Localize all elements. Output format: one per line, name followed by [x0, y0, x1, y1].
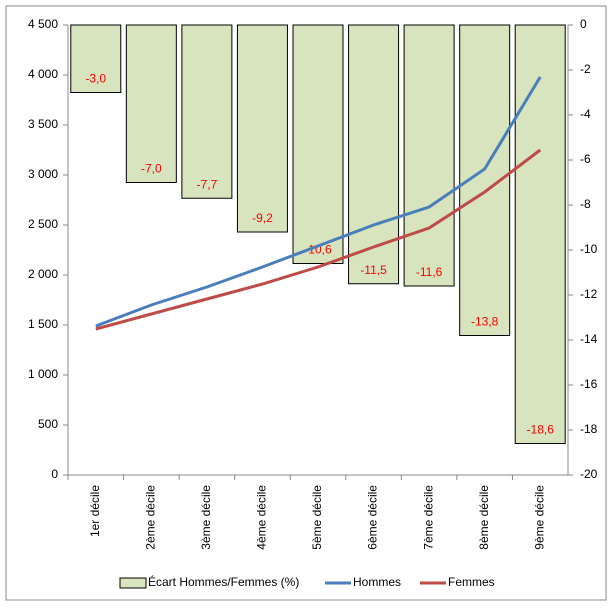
line-series	[95, 76, 542, 328]
x-tick-label: 9ème décile	[532, 485, 546, 550]
y2-tick-label: -14	[580, 332, 598, 346]
y-tick-label: 0	[51, 467, 58, 481]
y2-tick-label: -6	[580, 152, 591, 166]
y2-tick-label: -10	[580, 242, 598, 256]
bar	[403, 24, 455, 287]
legend-label: Femmes	[448, 575, 495, 589]
bar-value-label: -11,6	[416, 265, 443, 279]
bar	[514, 24, 566, 444]
x-tick-label: 8ème décile	[477, 485, 491, 550]
x-tick-label: 3ème décile	[199, 485, 213, 550]
y2-tick-label: -2	[580, 62, 591, 76]
bar	[70, 24, 122, 93]
y2-tick-label: -20	[580, 467, 598, 481]
bar-value-label: -13,8	[471, 315, 499, 329]
y-tick-label: 4 000	[28, 67, 58, 81]
y-tick-label: 2 500	[28, 217, 58, 231]
y2-tick-label: -12	[580, 287, 598, 301]
y-tick-label: 3 000	[28, 167, 58, 181]
bar-value-label: -11,5	[360, 263, 387, 277]
y2-tick-label: -8	[580, 197, 591, 211]
bar	[125, 24, 177, 183]
bar-value-label: -7,0	[141, 162, 162, 176]
y-tick-label: 1 000	[28, 367, 58, 381]
legend-swatch	[119, 577, 147, 589]
bar	[292, 24, 344, 264]
y-tick-label: 500	[38, 417, 58, 431]
y-tick-label: 2 000	[28, 267, 58, 281]
x-tick-label: 4ème décile	[255, 485, 269, 550]
legend-label: Hommes	[353, 575, 401, 589]
y-tick-label: 1 500	[28, 317, 58, 331]
bar	[348, 24, 400, 285]
bar-value-label: -10,6	[304, 243, 332, 257]
x-tick-label: 1er décile	[88, 485, 102, 537]
y-tick-label: 3 500	[28, 117, 58, 131]
y2-tick-label: -16	[580, 377, 598, 391]
bar	[181, 24, 233, 199]
x-tick-label: 5ème décile	[310, 485, 324, 550]
bar-value-label: -3,0	[85, 72, 106, 86]
y-tick-label: 4 500	[28, 17, 58, 31]
bar-value-label: -9,2	[252, 211, 273, 225]
y2-tick-label: -4	[580, 107, 591, 121]
legend-label: Écart Hommes/Femmes (%)	[148, 574, 299, 589]
x-tick-label: 6ème décile	[366, 485, 380, 550]
y2-tick-label: -18	[580, 422, 598, 436]
line-series	[95, 148, 542, 331]
x-tick-label: 7ème décile	[421, 485, 435, 550]
bar	[236, 24, 288, 233]
bar-value-label: -18,6	[527, 423, 555, 437]
bar-value-label: -7,7	[197, 177, 218, 191]
y2-tick-label: 0	[580, 17, 587, 31]
x-tick-label: 2ème décile	[144, 485, 158, 550]
